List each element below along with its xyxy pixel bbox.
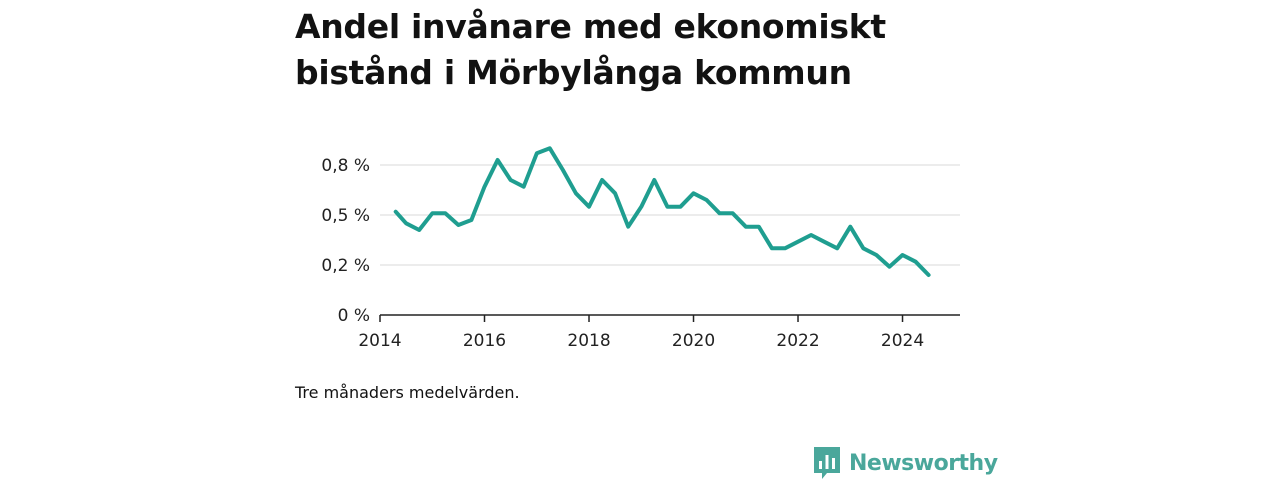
chart-caption: Tre månaders medelvärden. [295,383,520,402]
y-tick-label: 0,5 % [321,206,370,226]
brand-name: Newsworthy [849,450,998,476]
y-tick-label: 0 % [338,306,370,326]
x-axis-ticks: 2014 2016 2018 2020 2022 2024 [358,315,924,351]
x-tick-label: 2014 [358,331,401,351]
x-tick-label: 2020 [672,331,715,351]
x-tick-label: 2022 [776,331,819,351]
series-line [393,146,931,277]
bar-chart-speech-bubble-icon [814,447,840,479]
x-tick-label: 2024 [881,331,924,351]
y-tick-label: 0,2 % [321,256,370,276]
brand-logo[interactable]: Newsworthy [813,446,998,480]
chart-title: Andel invånare med ekonomiskt bistånd i … [295,7,886,92]
y-tick-label: 0,8 % [321,156,370,176]
x-tick-label: 2016 [463,331,506,351]
x-tick-label: 2018 [567,331,610,351]
gridlines [380,164,960,266]
y-axis-ticks: 0 % 0,2 % 0,5 % 0,8 % [321,156,370,326]
